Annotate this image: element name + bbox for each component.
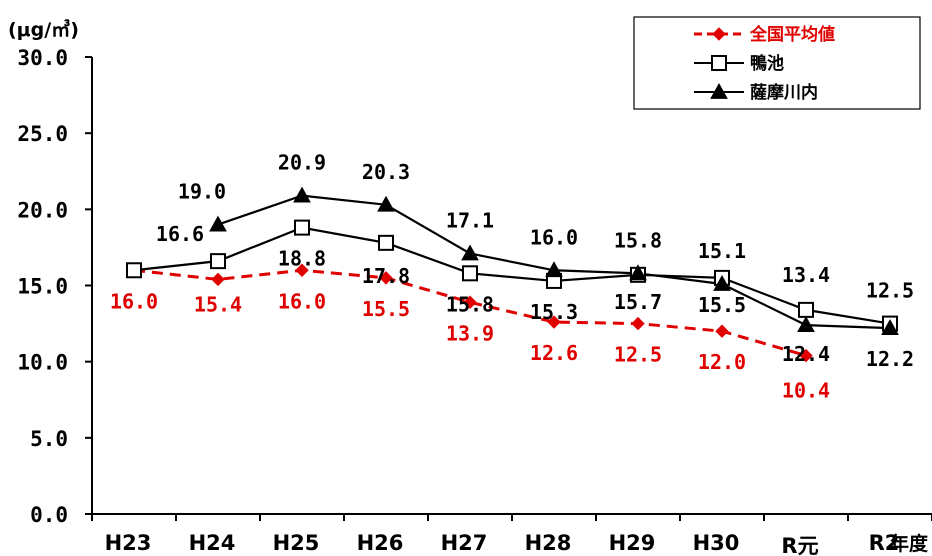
data-point [463,295,477,309]
data-point [798,301,814,318]
data-label: 12.4 [782,342,830,366]
data-label: 12.6 [530,341,578,365]
legend-marker [711,55,727,71]
data-label: 15.3 [530,300,578,324]
series-lines [133,194,891,358]
data-point [881,319,899,336]
data-point [799,348,813,363]
data-label: 15.8 [446,292,494,316]
data-point [377,195,395,212]
data-label: 13.9 [446,321,494,345]
y-tick-label: 30.0 [17,46,68,70]
x-tick-label: R2 [869,531,900,555]
legend-label: 全国平均値 [749,24,835,45]
x-axis-title: 年度 [890,532,929,555]
data-labels: 16.0 15.4 16.0 15.5 13.9 12.6 12.5 12.0 10.4 16.6… [110,151,914,403]
x-tick-label: R元 [781,534,818,556]
x-tick-label: H25 [273,531,320,555]
x-tick-label: H23 [105,531,152,555]
y-tick-label: 25.0 [17,122,68,146]
y-tick-label: 0.0 [30,503,68,527]
x-tick-label: H27 [441,531,488,555]
data-label: 16.0 [110,289,158,313]
x-tick-label: H26 [357,531,404,555]
data-label: 15.7 [614,290,662,314]
x-tick-label: H29 [609,531,656,555]
y-tick-label: 15.0 [17,275,68,299]
data-label: 16.6 [156,222,204,246]
data-point [545,261,563,278]
data-point [294,219,310,236]
data-point [797,316,815,333]
x-tick-label: H28 [525,531,572,555]
legend-marker [712,27,726,41]
data-label: 12.0 [698,350,746,374]
series-line-2 [133,226,891,325]
data-label: 12.5 [866,279,914,303]
data-point [461,244,479,261]
data-point [547,315,561,329]
data-label: 18.8 [278,247,326,271]
data-label: 15.5 [362,297,410,321]
data-label: 13.4 [782,263,830,287]
data-point [378,234,394,251]
data-point [629,264,647,281]
data-point [379,271,393,285]
data-label: 15.5 [698,293,746,317]
series-markers [126,186,899,363]
data-label: 17.1 [446,209,494,233]
legend-box [633,16,921,110]
data-label: 15.8 [614,228,662,252]
data-point [211,272,225,287]
data-point [293,186,311,203]
data-label: 15.4 [194,292,242,316]
data-label: 17.8 [362,264,410,288]
x-tick-label: H24 [189,531,236,555]
data-label: 12.5 [614,343,662,367]
data-label: 20.3 [362,160,410,184]
data-label: 16.0 [530,225,578,249]
y-tick-label: 20.0 [17,198,68,222]
data-point [713,274,731,291]
data-label: 19.0 [178,180,226,204]
data-label: 16.0 [278,289,326,313]
legend-label: 薩摩川内 [750,82,818,103]
data-label: 20.9 [278,151,326,175]
axes: 0.0 5.0 10.0 15.0 20.0 25.0 30.0 H23 H24 H25 H26 H2… [8,18,932,556]
data-label: 15.1 [698,239,746,263]
legend-marker [710,82,728,99]
data-label: 12.2 [866,347,914,371]
y-axis-unit: (μg/㎥) [8,18,79,41]
y-tick-label: 5.0 [30,427,68,451]
data-label: 10.4 [782,379,830,403]
x-tick-label: H30 [693,531,740,555]
data-point [462,265,478,282]
y-tick-label: 10.0 [17,351,68,375]
data-point [295,263,309,277]
series-line-1 [133,268,807,358]
data-point [715,324,729,338]
data-point [631,316,645,331]
data-point [210,253,226,270]
data-point [209,215,227,232]
data-point [126,262,142,279]
legend-label: 鴨池 [750,53,784,74]
